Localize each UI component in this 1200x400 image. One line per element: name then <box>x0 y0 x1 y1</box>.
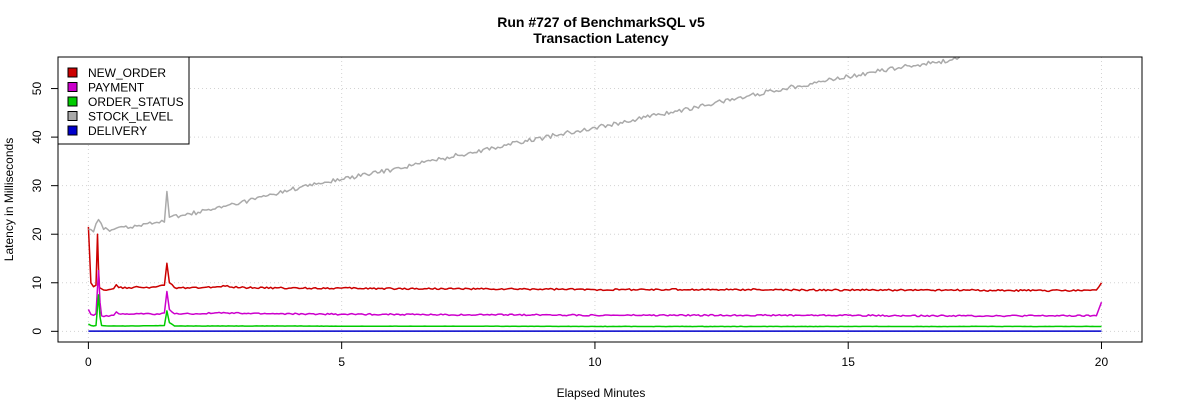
y-axis: 0 10 20 30 40 50 <box>30 82 59 335</box>
series-lines <box>87 56 1103 332</box>
legend-label: NEW_ORDER <box>88 66 166 80</box>
legend-swatch <box>67 125 78 136</box>
series-line-new-order <box>87 226 1103 293</box>
legend-swatch <box>67 96 78 107</box>
legend-swatch <box>67 67 78 78</box>
series-line-payment <box>87 269 1103 318</box>
x-tick-label: 5 <box>338 355 345 369</box>
legend-swatch <box>67 111 78 121</box>
x-tick-label: 15 <box>842 355 856 369</box>
y-tick-label: 20 <box>30 227 44 241</box>
legend-label: PAYMENT <box>88 81 145 95</box>
grid-lines <box>58 57 1142 342</box>
y-tick-label: 10 <box>30 276 44 290</box>
legend: NEW_ORDERPAYMENTORDER_STATUSSTOCK_LEVELD… <box>57 56 190 145</box>
y-tick-label: 50 <box>30 82 44 96</box>
legend-swatch <box>67 82 78 92</box>
legend-label: DELIVERY <box>88 124 147 138</box>
series-line-order-status <box>88 294 1102 328</box>
y-tick-label: 30 <box>30 179 44 193</box>
y-tick-label: 0 <box>30 328 44 335</box>
x-axis: 0 5 10 15 20 <box>85 341 1109 369</box>
legend-label: STOCK_LEVEL <box>88 110 173 124</box>
x-tick-label: 10 <box>588 355 602 369</box>
chart-title: Run #727 of BenchmarkSQL v5 <box>497 14 705 30</box>
y-tick-label: 40 <box>30 130 44 144</box>
y-axis-label: Latency in Milliseconds <box>2 138 16 261</box>
chart-subtitle: Transaction Latency <box>533 30 669 46</box>
x-axis-label: Elapsed Minutes <box>557 386 646 400</box>
series-line-stock-level <box>88 56 961 233</box>
plot-frame <box>57 56 1143 343</box>
legend-label: ORDER_STATUS <box>88 95 184 109</box>
x-tick-label: 0 <box>85 355 92 369</box>
legend-box <box>57 56 190 145</box>
x-tick-label: 20 <box>1095 355 1109 369</box>
